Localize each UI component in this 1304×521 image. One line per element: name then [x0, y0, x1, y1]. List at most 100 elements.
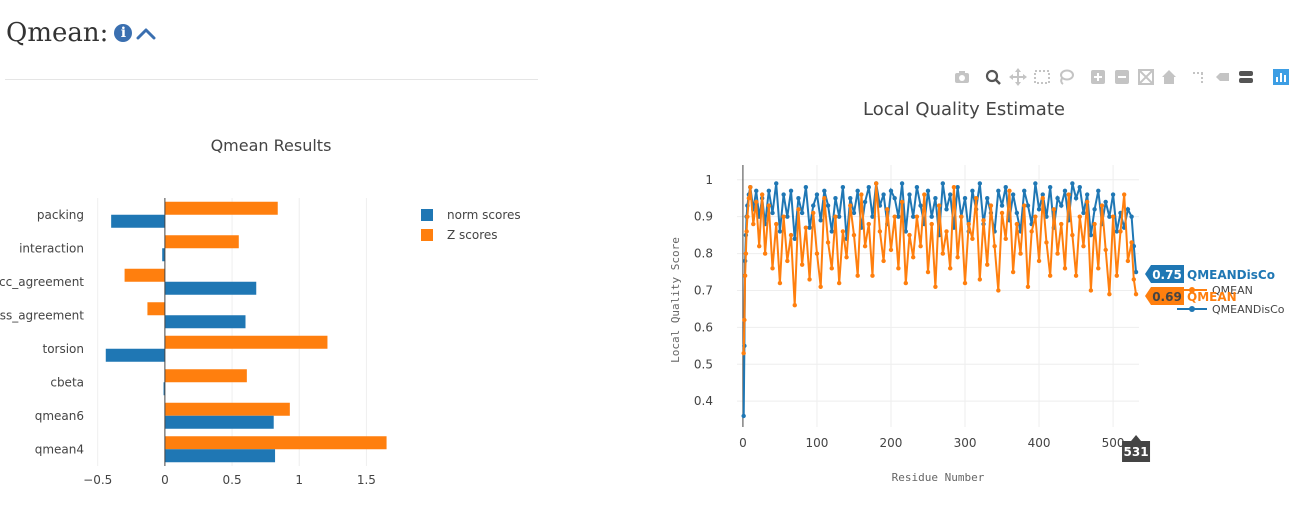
line-point-QMEAN [962, 280, 968, 286]
hover-x-label: 531 [1124, 445, 1149, 459]
bar-chart-marks [105, 198, 387, 466]
plotly-logo-icon[interactable] [1272, 68, 1290, 86]
line-point-QMEAN [799, 262, 805, 267]
line-point-QMEANDisCo [1062, 188, 1068, 194]
line-point-QMEAN [985, 262, 990, 267]
line-point-QMEANDisCo [1088, 232, 1094, 238]
line-point-QMEAN [746, 196, 752, 201]
line-chart-y-axis-label: Local Quality Score [669, 237, 682, 363]
line-point-QMEANDisCo [896, 214, 901, 219]
zoom-icon[interactable] [984, 68, 1002, 86]
spike-lines-icon[interactable] [1189, 68, 1207, 86]
bar-chart-legend[interactable]: norm scores Z scores [421, 208, 521, 242]
bar-legend-swatch [421, 209, 433, 221]
line-point-QMEANDisCo [903, 229, 908, 234]
line-point-QMEAN [785, 258, 790, 264]
line-point-QMEANDisCo [1129, 214, 1134, 219]
line-point-QMEAN [811, 210, 816, 216]
line-point-QMEAN [833, 214, 838, 219]
box-select-icon[interactable] [1033, 68, 1051, 86]
line-legend-marker [1189, 306, 1195, 312]
line-point-QMEANDisCo [1077, 184, 1082, 190]
line-point-QMEANDisCo [866, 184, 871, 190]
info-icon[interactable]: i [114, 24, 133, 42]
line-point-QMEANDisCo [955, 184, 960, 190]
line-point-QMEAN [1131, 277, 1137, 282]
line-point-QMEAN [844, 255, 849, 260]
hover-closest-icon[interactable] [1213, 68, 1231, 86]
line-point-QMEANDisCo [962, 196, 968, 201]
line-point-QMEAN [1081, 243, 1086, 249]
line-point-QMEAN [1133, 291, 1139, 297]
line-point-QMEAN [1014, 221, 1020, 227]
line-x-tick-label: 400 [1028, 436, 1051, 450]
home-icon[interactable] [1160, 68, 1178, 86]
line-point-QMEANDisCo [907, 192, 912, 197]
line-point-QMEAN [873, 181, 879, 186]
line-point-QMEANDisCo [1092, 207, 1097, 212]
line-point-QMEANDisCo [1125, 207, 1131, 212]
line-point-QMEANDisCo [899, 181, 905, 186]
line-point-QMEANDisCo [1025, 203, 1031, 208]
line-legend-label: QMEAN [1212, 284, 1253, 297]
line-point-QMEANDisCo [774, 181, 779, 186]
bar-norm-score-ss_agreement [164, 315, 246, 329]
line-point-QMEAN [751, 221, 756, 227]
line-point-QMEAN [870, 273, 875, 278]
line-point-QMEAN [745, 214, 750, 219]
lasso-icon[interactable] [1057, 68, 1075, 86]
line-point-QMEANDisCo [996, 188, 1001, 194]
local-quality-line-chart: Local Quality Estimate 0.40.50.60.70.80.… [669, 99, 1285, 484]
page-title: Qmean: i [6, 18, 156, 48]
line-point-QMEANDisCo [766, 188, 772, 194]
line-point-QMEAN [1029, 229, 1034, 234]
line-point-QMEAN [1070, 232, 1075, 238]
line-point-QMEAN [829, 266, 834, 271]
line-point-QMEANDisCo [1070, 181, 1075, 186]
line-point-QMEAN [1099, 203, 1105, 208]
line-point-QMEAN [896, 266, 901, 271]
hover-value: 0.69 [1152, 290, 1182, 304]
hover-value-pointer [1145, 287, 1151, 305]
line-point-QMEANDisCo [929, 214, 934, 219]
line-point-QMEAN [948, 266, 953, 271]
line-point-QMEAN [1110, 214, 1116, 219]
bar-z-score-cbeta [164, 369, 247, 383]
autoscale-icon[interactable] [1137, 68, 1155, 86]
line-point-QMEAN [1125, 258, 1131, 264]
line-point-QMEANDisCo [848, 196, 853, 201]
line-point-QMEAN [1018, 251, 1023, 256]
line-point-QMEAN [770, 266, 775, 271]
line-point-QMEANDisCo [814, 192, 820, 197]
line-point-QMEANDisCo [741, 413, 746, 419]
line-point-QMEANDisCo [944, 207, 949, 212]
camera-icon[interactable] [953, 68, 971, 86]
line-point-QMEANDisCo [1033, 181, 1038, 186]
line-point-QMEANDisCo [818, 218, 823, 223]
line-y-tick-label: 1 [705, 173, 713, 187]
line-point-QMEAN [1007, 188, 1012, 194]
bar-x-tick-label: 0.5 [223, 473, 242, 487]
line-point-QMEAN [940, 251, 946, 256]
line-point-QMEANDisCo [925, 188, 931, 194]
bar-z-score-cc_agreement [124, 268, 165, 282]
bar-norm-score-interaction [162, 248, 165, 262]
pan-icon[interactable] [1009, 68, 1027, 86]
chevron-up-icon[interactable] [136, 18, 156, 48]
line-series-QMEAN [742, 183, 1137, 354]
line-point-QMEANDisCo [754, 188, 759, 194]
line-point-QMEAN [774, 221, 779, 227]
hover-compare-icon[interactable] [1237, 68, 1255, 86]
zoom-out-icon[interactable] [1113, 68, 1131, 86]
line-point-QMEAN [1040, 196, 1045, 201]
line-point-QMEAN [1073, 273, 1079, 278]
bar-chart-title: Qmean Results [211, 136, 332, 155]
line-point-QMEAN [1103, 247, 1108, 253]
zoom-in-icon[interactable] [1089, 68, 1107, 86]
bar-category-label: cc_agreement [0, 275, 84, 289]
line-point-QMEAN [741, 350, 746, 356]
line-point-QMEAN [936, 203, 942, 208]
line-y-tick-label: 0.6 [694, 320, 713, 334]
line-point-QMEANDisCo [999, 203, 1005, 208]
